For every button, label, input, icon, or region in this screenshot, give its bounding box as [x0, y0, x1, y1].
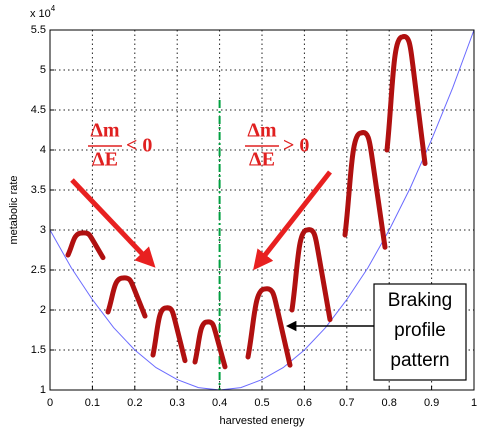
arrow — [253, 170, 332, 271]
callout-text: Braking — [388, 290, 452, 311]
marks — [49, 29, 475, 391]
y-tick-label: 3 — [40, 224, 46, 236]
x-tick-label: 0.6 — [297, 397, 312, 409]
y-tick-label: 5 — [40, 64, 46, 76]
x-tick-label: 0.1 — [85, 397, 100, 409]
fraction-numerator: Δm — [90, 120, 120, 142]
multiplier-base: x 10 — [30, 8, 51, 20]
fraction-numerator: Δm — [247, 120, 277, 142]
x-axis-label: harvested energy — [220, 415, 305, 427]
braking-profile — [342, 130, 388, 250]
x-tick-label: 0.5 — [254, 397, 269, 409]
annotations: Δm ΔE < 0 Δm ΔE > 0 — [88, 120, 309, 171]
callout-text: profile — [394, 320, 446, 341]
y-multiplier: x 104 — [30, 4, 56, 20]
x-tick-label: 0.3 — [170, 397, 185, 409]
callout-box — [373, 283, 467, 381]
y-tick-label: 4.5 — [31, 104, 46, 116]
braking-profile — [384, 34, 428, 167]
arrow — [70, 178, 156, 268]
braking-profile — [245, 286, 293, 368]
y-tick-label: 1.5 — [31, 344, 46, 356]
x-tick-label: 0.8 — [382, 397, 397, 409]
braking-profile — [65, 230, 106, 261]
y-tick-label: 2.5 — [31, 264, 46, 276]
braking-profile — [192, 319, 228, 370]
y-axis-label: metabolic rate — [8, 175, 20, 244]
x-tick-label: 1 — [471, 397, 477, 409]
x-tick-label: 0.2 — [127, 397, 142, 409]
x-tick-label: 0 — [47, 397, 53, 409]
y-tick-label: 1 — [40, 384, 46, 396]
fraction-denominator: ΔE — [92, 149, 118, 171]
plot-frame — [49, 29, 475, 391]
y-tick-label: 5.5 — [31, 24, 46, 36]
y-tick-label: 3.5 — [31, 184, 46, 196]
y-tick-label: 4 — [40, 144, 46, 156]
x-tick-label: 0.7 — [339, 397, 354, 409]
braking-profile — [289, 227, 333, 323]
fraction-denominator: ΔE — [249, 149, 275, 171]
fraction-relation: < 0 — [126, 135, 152, 157]
braking-profile — [105, 275, 148, 319]
callout-text: pattern — [390, 350, 449, 371]
x-tick-label: 0.9 — [424, 397, 439, 409]
fraction-relation: > 0 — [283, 135, 309, 157]
x-tick-label: 0.4 — [212, 397, 227, 409]
multiplier-exponent: 4 — [51, 4, 56, 13]
series-line — [49, 29, 475, 391]
braking-profile — [150, 305, 188, 364]
y-tick-label: 2 — [40, 304, 46, 316]
